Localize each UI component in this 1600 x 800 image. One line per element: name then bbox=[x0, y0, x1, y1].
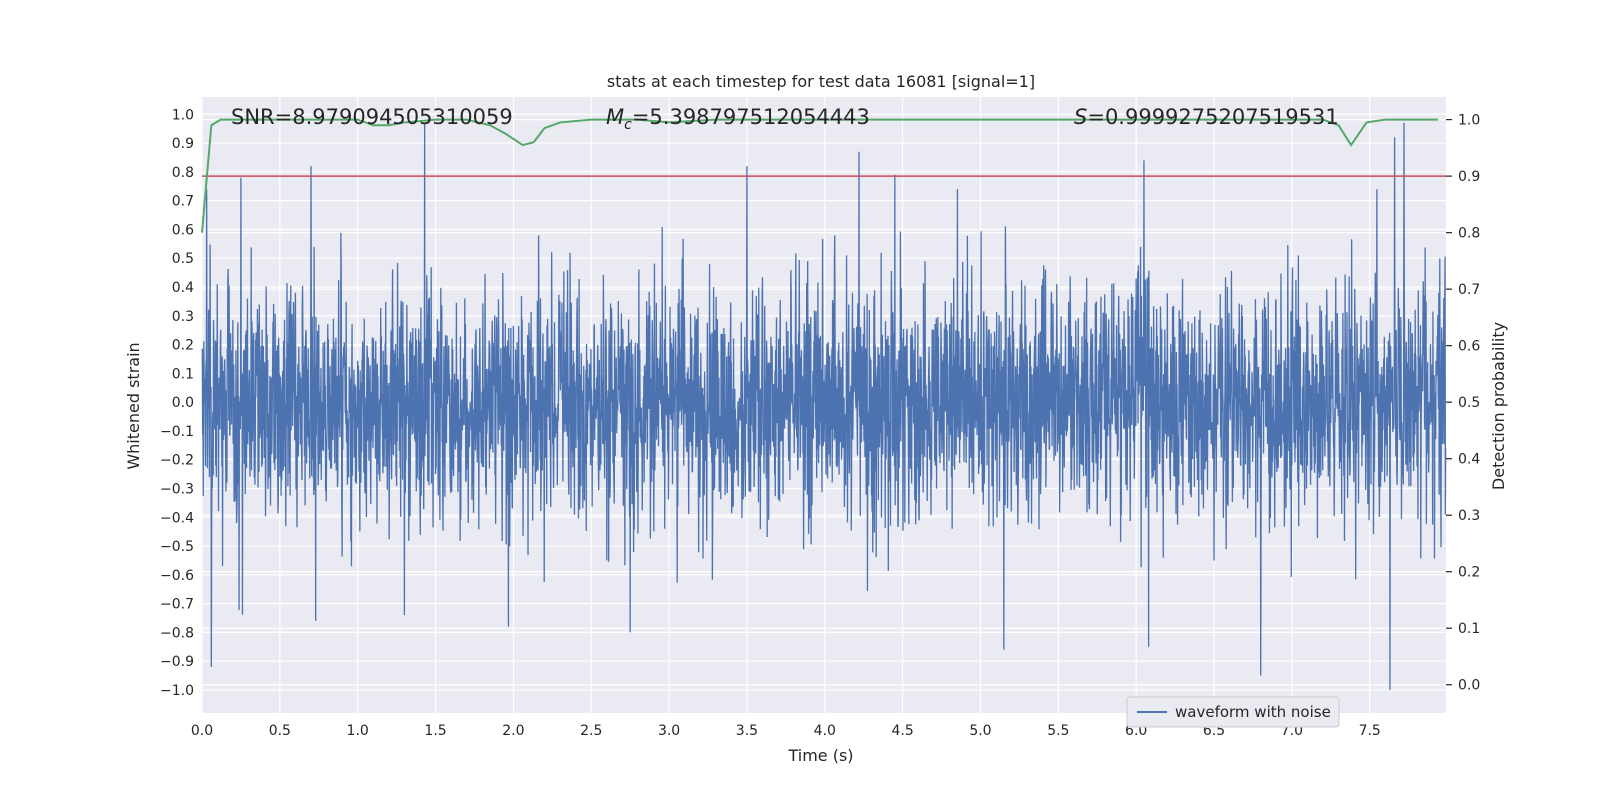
y-axis-label: Whitened strain bbox=[124, 342, 143, 469]
y2-tick-label: 0.2 bbox=[1458, 565, 1480, 581]
y-tick-label: 0.3 bbox=[172, 309, 194, 325]
y-tick-label: 0.8 bbox=[172, 165, 194, 181]
x-tick-label: 7.5 bbox=[1359, 723, 1381, 739]
x-tick-label: 1.0 bbox=[347, 723, 369, 739]
waveform-series-line bbox=[201, 122, 1447, 690]
y2-tick-label: 0.7 bbox=[1458, 282, 1480, 298]
x-tick-label: 5.0 bbox=[969, 723, 991, 739]
y2-axis-label: Detection probability bbox=[1489, 322, 1508, 490]
x-tick-label: 4.0 bbox=[814, 723, 836, 739]
y-tick-label: 0.0 bbox=[172, 395, 194, 411]
y-tick-label: 0.7 bbox=[172, 194, 194, 210]
x-tick-label: 3.0 bbox=[658, 723, 680, 739]
y-tick-label: −0.9 bbox=[160, 654, 194, 670]
x-tick-label: 5.5 bbox=[1047, 723, 1069, 739]
x-tick-label: 4.5 bbox=[891, 723, 913, 739]
y-axis-ticks: 1.0 0.9 0.8 0.7 0.6 0.5 0.4 0.3 0.2 0.1 0.0 −0.1 −0.… bbox=[160, 107, 194, 699]
y-tick-label: 0.4 bbox=[172, 280, 194, 296]
y2-tick-label: 1.0 bbox=[1458, 113, 1480, 129]
legend: waveform with noise bbox=[1126, 696, 1340, 728]
chirp-mass-value: =5.398797512054443 bbox=[632, 105, 870, 129]
chirp-mass-subscript: c bbox=[624, 117, 632, 133]
snr-annotation: SNR=8.979094505310059 bbox=[231, 105, 513, 129]
x-tick-label: 2.0 bbox=[502, 723, 524, 739]
y2-tick-label: 0.3 bbox=[1458, 508, 1480, 524]
y-tick-label: 1.0 bbox=[172, 107, 194, 123]
y-tick-label: −0.8 bbox=[160, 625, 194, 641]
y2-tick-label: 0.0 bbox=[1458, 678, 1480, 694]
legend-box bbox=[1126, 696, 1340, 728]
chirp-mass-symbol: M bbox=[606, 105, 624, 129]
score-symbol: S bbox=[1074, 105, 1087, 129]
x-tick-label: 1.5 bbox=[424, 723, 446, 739]
y-tick-label: 0.9 bbox=[172, 136, 194, 152]
y2-tick-label: 0.6 bbox=[1458, 339, 1480, 355]
y-tick-label: 0.6 bbox=[172, 222, 194, 238]
y-tick-label: 0.2 bbox=[172, 338, 194, 354]
y2-tick-label: 0.8 bbox=[1458, 226, 1480, 242]
score-value: =0.9999275207519531 bbox=[1087, 105, 1338, 129]
x-tick-label: 2.5 bbox=[580, 723, 602, 739]
y2-tick-label: 0.1 bbox=[1458, 621, 1480, 637]
y-tick-label: −0.7 bbox=[160, 597, 194, 613]
x-axis-ticks: 0.0 0.5 1.0 1.5 2.0 2.5 3.0 3.5 4.0 4.5 5.0 5.5 6.0 6… bbox=[191, 723, 1381, 739]
chirp-mass-annotation: Mc=5.398797512054443 bbox=[606, 105, 870, 133]
x-tick-label: 3.5 bbox=[736, 723, 758, 739]
y-tick-label: −1.0 bbox=[160, 683, 194, 699]
y2-axis-ticks: 1.0 0.9 0.8 0.7 0.6 0.5 0.4 0.3 0.2 0.1 0.0 bbox=[1446, 113, 1480, 694]
y2-tick-label: 0.9 bbox=[1458, 169, 1480, 185]
y-tick-label: −0.5 bbox=[160, 539, 194, 555]
x-tick-label: 0.0 bbox=[191, 723, 213, 739]
x-tick-label: 0.5 bbox=[269, 723, 291, 739]
y-tick-label: −0.3 bbox=[160, 481, 194, 497]
y-tick-label: −0.2 bbox=[160, 453, 194, 469]
y-tick-label: 0.1 bbox=[172, 366, 194, 382]
score-annotation: S=0.9999275207519531 bbox=[1074, 105, 1339, 129]
chart-title: stats at each timestep for test data 160… bbox=[607, 72, 1035, 91]
y-tick-label: −0.6 bbox=[160, 568, 194, 584]
y-tick-label: −0.4 bbox=[160, 510, 194, 526]
legend-entry-waveform: waveform with noise bbox=[1175, 703, 1331, 721]
y-tick-label: 0.5 bbox=[172, 251, 194, 267]
y-tick-label: −0.1 bbox=[160, 424, 194, 440]
probability-series-line bbox=[201, 118, 1438, 233]
x-axis-label: Time (s) bbox=[787, 746, 853, 765]
y2-tick-label: 0.5 bbox=[1458, 395, 1480, 411]
y2-tick-label: 0.4 bbox=[1458, 452, 1480, 468]
